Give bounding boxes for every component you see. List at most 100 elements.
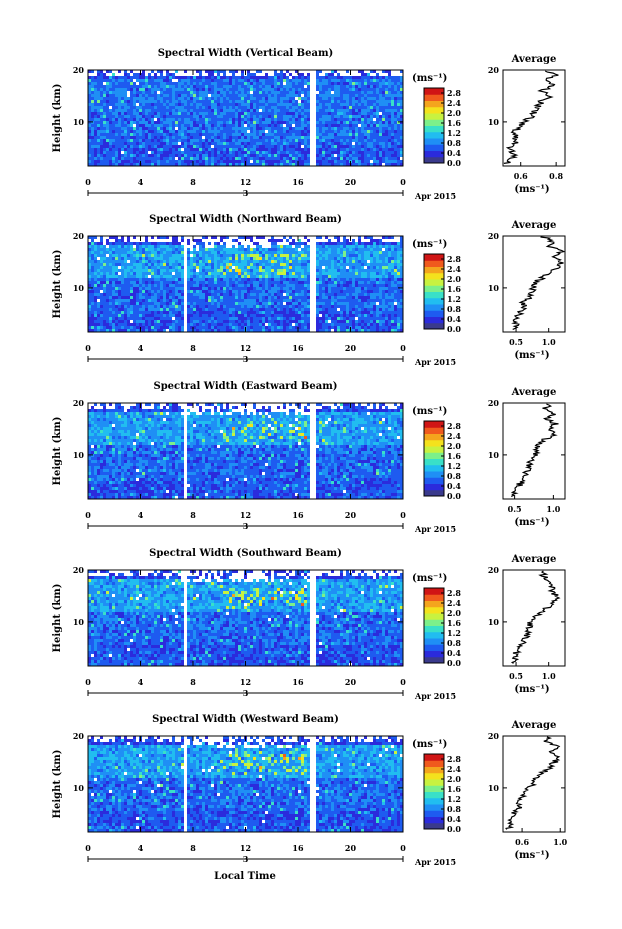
average-title: Average	[511, 387, 557, 398]
heatmap-cells	[88, 403, 403, 499]
average-y-tick-label: 20	[488, 398, 500, 408]
beam-panel-3: Spectral Width (Southward Beam) 20 10 Heigh…	[52, 548, 566, 701]
colorbar-segment	[424, 754, 444, 761]
panel-title: Spectral Width (Northward Beam)	[149, 214, 342, 225]
date-mark: 3	[243, 188, 249, 198]
colorbar-frame	[423, 253, 445, 330]
colorbar-segment	[424, 638, 444, 645]
colorbar-tick-label: 1.6	[447, 784, 461, 794]
x-tick-label: 20	[345, 510, 357, 520]
x-tick-label: 0	[400, 177, 406, 187]
colorbar: (ms⁻¹)2.82.42.01.61.20.80.40.0	[412, 239, 461, 334]
colorbar-segment	[424, 316, 444, 324]
colorbar-tick-label: 2.4	[447, 764, 461, 774]
y-tick-label: 20	[73, 731, 85, 741]
y-axis-label: Height (km)	[52, 750, 63, 819]
average-profile-line	[510, 403, 559, 497]
colorbar-segment	[424, 446, 444, 453]
colorbar-segment	[424, 766, 444, 774]
y-axis-label: Height (km)	[52, 584, 63, 653]
colorbar-tick-label: 1.2	[447, 461, 461, 471]
average-y-tick-label: 10	[488, 283, 500, 293]
average-frame	[502, 569, 566, 667]
average-profile-line	[511, 236, 566, 330]
colorbar-tick-label: 1.2	[447, 628, 461, 638]
colorbar-segment	[424, 464, 444, 472]
average-y-tick-label: 10	[488, 450, 500, 460]
colorbar-tick-label: 0.8	[447, 138, 461, 148]
colorbar-tick-label: 2.8	[447, 421, 461, 431]
colorbar-tick-label: 1.2	[447, 794, 461, 804]
colorbar: (ms⁻¹)2.82.42.01.61.20.80.40.0	[412, 739, 461, 834]
average-title: Average	[511, 220, 557, 231]
average-x-tick-label: 0.5	[509, 671, 523, 681]
colorbar-tick-label: 0.4	[447, 148, 461, 158]
beam-panel-0: Spectral Width (Vertical Beam) 20 10 Height…	[52, 48, 566, 201]
average-x-axis-label: (ms⁻¹)	[514, 684, 549, 695]
colorbar-tick-label: 1.2	[447, 128, 461, 138]
average-y-tick-label: 20	[488, 565, 500, 575]
average-title: Average	[511, 720, 557, 731]
average-profile-panel: Average 20 10 0.5 1.0 (ms⁻¹)	[488, 387, 566, 528]
colorbar-segment	[424, 144, 444, 151]
colorbar-segment	[424, 106, 444, 114]
x-tick-label: 12	[240, 177, 251, 187]
colorbar-tick-label: 2.0	[447, 441, 461, 451]
colorbar-segment	[424, 483, 444, 491]
average-profile-line	[510, 570, 561, 664]
beam-panel-2: Spectral Width (Eastward Beam) 20 10 Height…	[52, 381, 566, 534]
colorbar-segment	[424, 125, 444, 133]
average-profile-line	[505, 736, 561, 830]
colorbar-segment	[424, 113, 444, 120]
x-tick-label: 16	[292, 843, 304, 853]
date-label: Apr 2015	[414, 857, 456, 867]
colorbar-segment	[424, 266, 444, 274]
colorbar-unit: (ms⁻¹)	[412, 573, 447, 584]
x-tick-label: 16	[292, 177, 304, 187]
colorbar-frame	[423, 87, 445, 164]
colorbar-tick-label: 0.0	[447, 158, 461, 168]
date-label: Apr 2015	[414, 524, 456, 534]
beam-panel-1: Spectral Width (Northward Beam) 20 10 Heigh…	[52, 214, 566, 367]
x-axis-label: Local Time	[214, 871, 276, 882]
colorbar-tick-label: 2.0	[447, 274, 461, 284]
colorbar-segment	[424, 439, 444, 447]
colorbar-unit: (ms⁻¹)	[412, 239, 447, 250]
x-tick-label: 4	[138, 510, 144, 520]
average-x-tick-label: 1.0	[546, 504, 560, 514]
x-tick-label: 0	[400, 677, 406, 687]
x-tick-label: 8	[190, 510, 196, 520]
panel-title: Spectral Width (Westward Beam)	[152, 714, 339, 725]
colorbar-segment	[424, 138, 444, 145]
x-tick-label: 16	[292, 510, 304, 520]
colorbar-tick-label: 2.0	[447, 108, 461, 118]
colorbar-tick-label: 0.8	[447, 638, 461, 648]
date-label: Apr 2015	[414, 191, 456, 201]
x-tick-label: 8	[190, 677, 196, 687]
x-tick-label: 16	[292, 677, 304, 687]
colorbar-tick-label: 2.8	[447, 588, 461, 598]
average-profile-panel: Average 20 10 0.5 1.0 (ms⁻¹)	[488, 554, 566, 695]
colorbar-segment	[424, 606, 444, 614]
average-frame	[502, 735, 566, 833]
colorbar-tick-label: 2.0	[447, 774, 461, 784]
y-axis-label: Height (km)	[52, 417, 63, 486]
x-tick-label: 0	[85, 843, 91, 853]
colorbar-segment	[424, 816, 444, 824]
colorbar-segment	[424, 100, 444, 108]
colorbar-segment	[424, 804, 444, 811]
x-tick-label: 0	[85, 677, 91, 687]
colorbar-segment	[424, 822, 444, 830]
y-tick-label: 10	[73, 283, 85, 293]
colorbar-segment	[424, 272, 444, 280]
x-tick-label: 0	[85, 510, 91, 520]
colorbar-segment	[424, 588, 444, 595]
average-x-tick-label: 0.6	[514, 171, 528, 181]
x-tick-label: 4	[138, 343, 144, 353]
colorbar-segment	[424, 656, 444, 664]
colorbar-tick-label: 2.4	[447, 431, 461, 441]
colorbar-segment	[424, 279, 444, 286]
colorbar-tick-label: 0.8	[447, 304, 461, 314]
x-tick-label: 8	[190, 343, 196, 353]
average-y-tick-label: 20	[488, 731, 500, 741]
